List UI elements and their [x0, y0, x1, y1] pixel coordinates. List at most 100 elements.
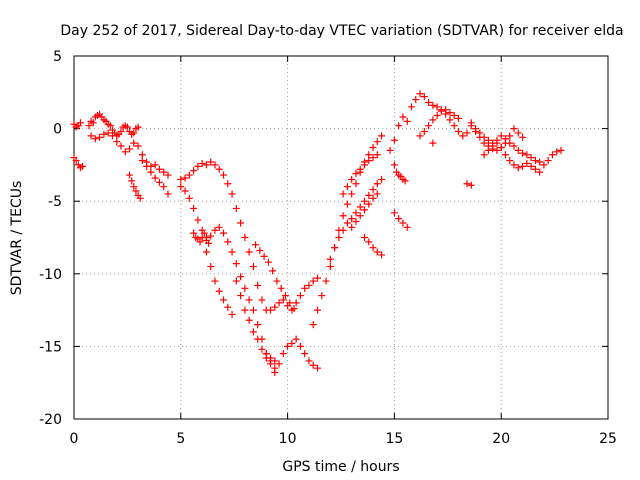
data-point	[390, 136, 398, 144]
data-point	[531, 157, 539, 165]
data-point	[540, 161, 548, 169]
data-point	[369, 143, 377, 151]
data-point	[420, 93, 428, 101]
y-tick-label: -10	[39, 267, 62, 283]
data-point	[339, 212, 347, 220]
data-point	[348, 190, 356, 198]
grid	[74, 56, 608, 419]
data-point	[412, 96, 420, 104]
data-point	[254, 321, 262, 329]
data-point	[339, 226, 347, 234]
data-point	[352, 218, 360, 226]
data-point	[249, 306, 257, 314]
plot-frame	[73, 55, 609, 420]
data-point	[284, 342, 292, 350]
data-point	[425, 98, 433, 106]
data-point	[249, 328, 257, 336]
data-point	[245, 316, 253, 324]
y-tick-label: -15	[39, 339, 62, 355]
data-point	[301, 284, 309, 292]
data-point	[296, 292, 304, 300]
data-point	[467, 119, 475, 127]
data-point	[224, 180, 232, 188]
data-point	[220, 229, 228, 237]
data-point	[373, 248, 381, 256]
data-point	[215, 223, 223, 231]
data-point	[343, 183, 351, 191]
data-point	[557, 146, 565, 154]
x-tick-label: 5	[176, 431, 185, 447]
data-point	[373, 138, 381, 146]
data-point	[395, 122, 403, 130]
data-point	[519, 149, 527, 157]
data-point	[164, 171, 172, 179]
data-point	[256, 247, 264, 255]
data-point	[76, 119, 84, 127]
data-point	[237, 219, 245, 227]
data-point	[211, 161, 219, 169]
data-point	[190, 204, 198, 212]
data-point	[356, 203, 364, 211]
data-point	[433, 112, 441, 120]
data-point	[177, 183, 185, 191]
data-point	[91, 135, 99, 143]
data-point	[548, 151, 556, 159]
data-point	[275, 360, 283, 368]
data-point	[207, 263, 215, 271]
data-point	[134, 123, 142, 131]
data-point	[301, 350, 309, 358]
data-point	[446, 116, 454, 124]
x-tick-labels: 0 5 10 15 20 25	[70, 431, 617, 447]
data-point	[399, 219, 407, 227]
data-point	[314, 274, 322, 282]
x-tick-label: 0	[70, 431, 79, 447]
data-point	[403, 223, 411, 231]
data-point	[360, 234, 368, 241]
data-point	[343, 219, 351, 227]
data-point	[506, 157, 514, 165]
x-tick-label: 15	[385, 431, 403, 447]
data-point	[136, 194, 144, 202]
data-point	[365, 238, 373, 246]
data-point	[271, 357, 279, 365]
data-point	[331, 244, 339, 252]
data-point	[104, 129, 112, 137]
data-point	[373, 190, 381, 198]
data-point	[437, 107, 445, 115]
data-point	[205, 239, 213, 247]
data-point	[232, 204, 240, 212]
data-point	[117, 142, 125, 150]
data-point	[106, 122, 114, 130]
data-points	[70, 90, 565, 377]
data-point	[134, 142, 142, 150]
data-point	[155, 178, 163, 186]
data-point	[467, 181, 475, 189]
data-point	[425, 122, 433, 130]
data-point	[335, 234, 343, 241]
data-point	[151, 161, 159, 169]
data-point	[264, 258, 272, 266]
data-point	[369, 244, 377, 252]
data-point	[190, 167, 198, 175]
data-point	[463, 180, 471, 188]
data-point	[126, 145, 134, 153]
data-point	[348, 223, 356, 231]
data-point	[352, 180, 360, 188]
data-point	[553, 148, 561, 156]
data-point	[215, 287, 223, 295]
data-point	[207, 232, 215, 240]
data-point	[527, 154, 535, 162]
data-point	[433, 103, 441, 111]
data-point	[241, 306, 249, 314]
data-point	[117, 128, 125, 136]
data-point	[160, 183, 168, 191]
data-point	[281, 292, 289, 300]
data-point	[514, 146, 522, 154]
data-point	[232, 277, 240, 285]
data-point	[277, 284, 285, 292]
data-point	[348, 215, 356, 223]
data-point	[497, 132, 505, 140]
data-point	[160, 168, 168, 176]
data-point	[305, 357, 313, 365]
